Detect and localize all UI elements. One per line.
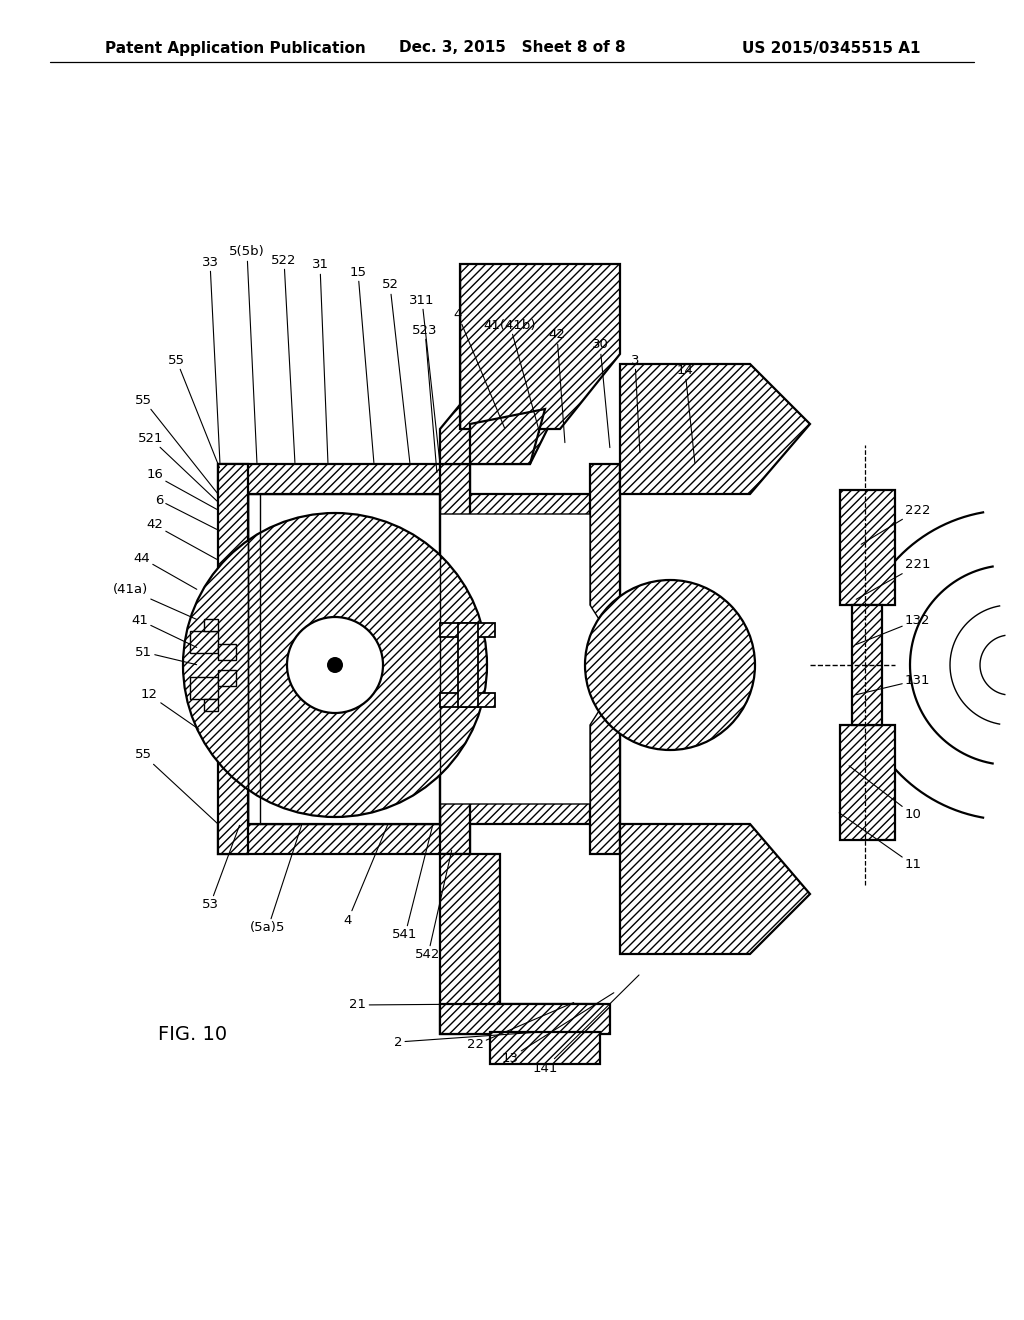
Text: 222: 222 [861,503,931,544]
Bar [852,605,882,725]
Bar [440,623,495,638]
Text: 6: 6 [155,494,217,529]
Bar [440,693,495,708]
Bar [218,465,470,494]
Polygon shape [470,409,545,465]
Circle shape [183,513,487,817]
Text: 31: 31 [311,259,329,462]
Polygon shape [460,264,620,429]
Text: 41: 41 [131,614,197,647]
Text: 12: 12 [141,689,199,729]
Text: 42: 42 [146,519,217,560]
Text: 131: 131 [856,673,931,694]
Bar [218,465,248,854]
Text: 42: 42 [549,329,565,442]
Text: 141: 141 [532,975,639,1074]
Circle shape [585,579,755,750]
Text: Patent Application Publication: Patent Application Publication [105,41,366,55]
Text: 13: 13 [502,993,613,1064]
Text: 4: 4 [344,825,387,927]
Polygon shape [440,854,600,1034]
Text: FIG. 10: FIG. 10 [158,1026,227,1044]
Text: 22: 22 [467,1003,573,1052]
Text: 44: 44 [133,552,197,589]
Circle shape [287,616,383,713]
Bar [204,700,218,711]
Polygon shape [620,364,810,494]
Text: 542: 542 [416,850,452,961]
Text: Dec. 3, 2015   Sheet 8 of 8: Dec. 3, 2015 Sheet 8 of 8 [398,41,626,55]
Text: 55: 55 [168,354,219,467]
Text: 55: 55 [135,393,217,492]
Bar [218,644,236,660]
Text: 15: 15 [349,265,374,462]
Text: US 2015/0345515 A1: US 2015/0345515 A1 [741,41,920,55]
Text: 30: 30 [592,338,610,447]
Text: 11: 11 [839,813,922,871]
Text: 51: 51 [135,645,197,665]
Text: 521: 521 [137,432,217,502]
Text: 132: 132 [856,614,931,644]
Text: 16: 16 [146,469,217,510]
Polygon shape [620,824,810,954]
Text: 311: 311 [410,293,440,462]
Polygon shape [440,345,575,465]
Text: 4: 4 [454,309,505,428]
Text: 2: 2 [394,1032,539,1048]
Circle shape [327,657,343,673]
Text: 33: 33 [202,256,220,462]
Bar [590,465,620,854]
Bar [458,623,478,708]
Text: (41a): (41a) [113,583,197,619]
Text: 55: 55 [135,748,217,824]
Bar [218,824,470,854]
Text: 21: 21 [349,998,488,1011]
Text: 52: 52 [382,279,410,462]
Text: (5a)5: (5a)5 [250,825,302,935]
Text: 522: 522 [271,253,297,462]
Bar [840,725,895,840]
Text: 14: 14 [677,363,695,462]
Text: 3: 3 [631,354,640,453]
Text: 53: 53 [202,825,240,912]
Bar [204,619,218,631]
Polygon shape [440,513,625,804]
Bar [440,465,470,854]
Bar [490,1032,600,1064]
Text: 5(5b): 5(5b) [229,246,265,462]
Text: 10: 10 [849,766,922,821]
Text: 41(41b): 41(41b) [483,318,540,433]
Bar [190,677,218,700]
Polygon shape [440,494,670,824]
Bar [840,490,895,605]
Bar [190,631,218,653]
Bar [440,1005,610,1034]
Text: 221: 221 [856,558,931,599]
Bar [218,671,236,686]
Text: 541: 541 [392,825,433,941]
Text: 523: 523 [413,323,437,473]
